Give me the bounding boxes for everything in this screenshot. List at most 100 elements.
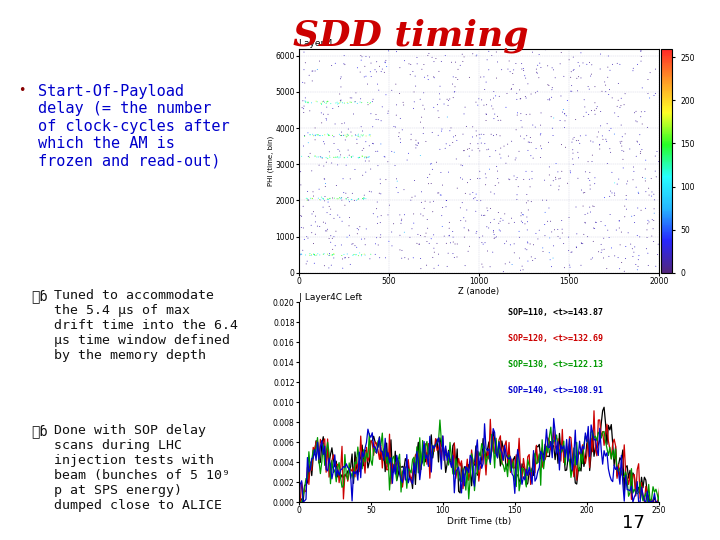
Point	[344, 93, 356, 102]
Point	[545, 112, 557, 121]
Point	[338, 51, 350, 60]
Point	[582, 232, 593, 241]
Point	[521, 245, 533, 254]
Point	[642, 216, 654, 225]
Point	[564, 261, 575, 269]
Point	[314, 57, 325, 65]
Point	[442, 101, 454, 110]
Point	[513, 147, 525, 156]
SOP=120, <t>=132.69	[434, 446, 443, 452]
Point	[335, 131, 346, 140]
Point	[600, 81, 611, 90]
Point	[311, 153, 323, 161]
Point	[595, 50, 606, 58]
Point	[463, 226, 474, 235]
Point	[585, 185, 596, 193]
Point	[552, 225, 564, 234]
Point	[571, 136, 582, 145]
Point	[442, 249, 454, 258]
Point	[479, 85, 490, 94]
Point	[354, 68, 366, 76]
Point	[416, 113, 428, 122]
Point	[323, 110, 334, 119]
Point	[398, 100, 410, 109]
Point	[608, 130, 620, 138]
Point	[547, 177, 559, 185]
Point	[309, 152, 320, 160]
Point	[481, 100, 492, 109]
Point	[343, 197, 355, 206]
Point	[434, 95, 446, 104]
Point	[588, 224, 600, 232]
Point	[458, 110, 469, 118]
Point	[307, 187, 319, 196]
Point	[568, 133, 580, 142]
Point	[352, 132, 364, 141]
Point	[526, 197, 537, 206]
Point	[640, 187, 652, 196]
Point	[639, 174, 651, 183]
Point	[648, 190, 660, 199]
Point	[543, 204, 554, 212]
Point	[622, 228, 634, 237]
Point	[477, 211, 489, 220]
Point	[535, 121, 546, 130]
Point	[350, 89, 361, 97]
Point	[609, 189, 621, 198]
SOP=110, <t>=143.87	[456, 490, 464, 496]
Point	[510, 125, 522, 134]
Point	[359, 153, 371, 161]
Point	[635, 46, 647, 55]
Point	[602, 63, 613, 71]
Point	[481, 204, 492, 212]
Point	[636, 145, 648, 154]
SOP=110, <t>=143.87	[431, 442, 440, 448]
Point	[582, 157, 594, 166]
Point	[558, 105, 570, 114]
Point	[310, 212, 321, 220]
Point	[306, 251, 318, 259]
Point	[377, 103, 388, 111]
Point	[348, 251, 359, 259]
Point	[459, 261, 471, 270]
Point	[545, 217, 557, 226]
Point	[594, 145, 606, 153]
Point	[354, 153, 365, 162]
Point	[591, 133, 603, 141]
Point	[534, 226, 545, 234]
Point	[485, 188, 497, 197]
Point	[329, 153, 341, 161]
Point	[402, 149, 414, 158]
Point	[544, 248, 555, 257]
Point	[511, 191, 523, 199]
Point	[318, 110, 329, 118]
Point	[447, 227, 459, 236]
Point	[647, 215, 658, 224]
Point	[305, 194, 316, 202]
Point	[346, 153, 357, 161]
Point	[386, 86, 397, 94]
Point	[298, 102, 310, 110]
Point	[518, 64, 529, 73]
Point	[490, 233, 502, 241]
Point	[338, 153, 350, 162]
Point	[302, 234, 314, 242]
Point	[394, 231, 405, 240]
Point	[441, 239, 452, 248]
Point	[309, 259, 320, 268]
Point	[452, 65, 464, 73]
Point	[342, 146, 354, 154]
Point	[324, 251, 336, 259]
Point	[469, 193, 481, 202]
Point	[480, 238, 491, 247]
Point	[353, 251, 364, 260]
Point	[302, 152, 314, 161]
Point	[584, 168, 595, 177]
Point	[382, 109, 394, 118]
Point	[343, 221, 355, 230]
Point	[354, 98, 366, 106]
Point	[526, 253, 537, 261]
Point	[415, 198, 427, 207]
Point	[585, 208, 596, 217]
Point	[614, 265, 626, 273]
